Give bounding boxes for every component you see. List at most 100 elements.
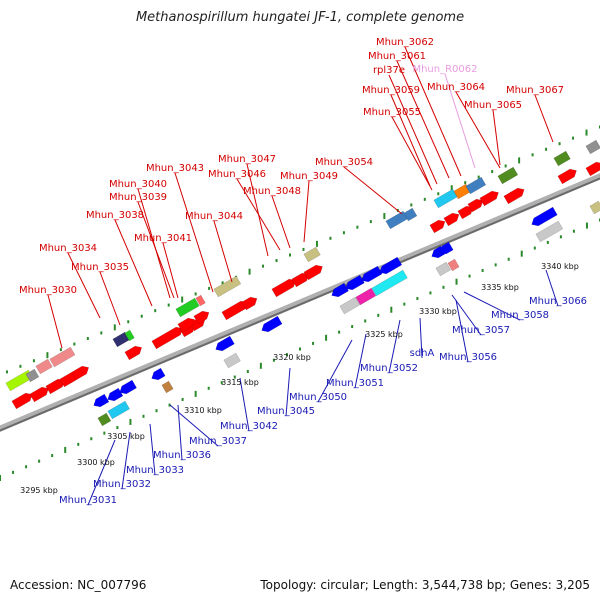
tick-mark	[140, 314, 143, 318]
reverse-gene-arrow	[93, 393, 110, 408]
top-gene-label: Mhun_3046	[208, 169, 266, 180]
tick-mark	[25, 465, 28, 469]
tick-mark	[19, 364, 22, 368]
forward-gene-arrow	[71, 365, 90, 381]
tick-mark	[491, 170, 494, 174]
tick-mark	[416, 297, 419, 301]
leader-line	[545, 269, 559, 307]
tick-mark	[127, 320, 130, 324]
leader-line	[391, 116, 433, 191]
forward-gene-arrow	[557, 168, 577, 185]
reverse-gene-arrow	[379, 256, 403, 275]
tick-mark	[455, 278, 458, 285]
forward-gene-arrow	[124, 345, 143, 361]
top-gene-label: Mhun_3047	[218, 154, 276, 165]
top-gene-label: Mhun_3041	[134, 233, 192, 244]
position-labels: 3295 kbp 3300 kbp 3305 kbp 3310 kbp 3315 kbp…	[20, 262, 579, 495]
bottom-gene-label: Mhun_3052	[360, 363, 418, 374]
tick-mark	[494, 263, 497, 267]
tick-mark	[364, 319, 367, 323]
forward-gene-arrow	[479, 190, 499, 207]
forward-gene-arrow	[303, 264, 323, 281]
tick-mark	[531, 153, 534, 157]
tick-mark	[302, 247, 305, 251]
tick-mark	[325, 334, 328, 341]
bottom-gene-label: Mhun_3032	[93, 479, 151, 490]
tick-mark	[77, 442, 80, 446]
top-gene-label: Mhun_3038	[86, 210, 144, 221]
leader-line	[137, 188, 171, 299]
tick-mark	[194, 390, 197, 397]
gene-box	[303, 246, 321, 263]
leader-line	[169, 404, 219, 447]
tick-mark	[585, 222, 588, 229]
tick-mark	[312, 341, 315, 345]
tick-mark	[103, 431, 106, 435]
tick-mark	[520, 250, 523, 257]
gene-box	[447, 258, 460, 272]
top-gene-label: Mhun_3030	[19, 285, 77, 296]
leader-line	[303, 180, 310, 243]
forward-gene-arrow	[241, 296, 258, 311]
tick-mark	[437, 192, 440, 196]
label-leaders	[47, 46, 559, 506]
gene-box	[223, 352, 241, 369]
tick-mark	[338, 330, 341, 334]
map-title: Methanospirillum hungatei JF-1, complete…	[135, 10, 465, 25]
tick-mark	[507, 257, 510, 261]
tick-mark	[558, 142, 561, 146]
tick-mark	[468, 274, 471, 278]
leader-line	[388, 74, 438, 185]
leader-line	[99, 271, 121, 326]
tick-mark	[262, 264, 265, 268]
gene-box	[175, 297, 200, 318]
leader-line	[239, 377, 250, 432]
top-gene-label: Mhun_3065	[464, 100, 522, 111]
topology-text: Topology: circular; Length: 3,544,738 bp…	[260, 578, 590, 592]
gene-box	[465, 176, 487, 195]
gene-labels: Mhun_3030 Mhun_3034 Mhun_3035 Mhun_3038 Mhun…	[19, 37, 587, 506]
top-gene-label: Mhun_3067	[506, 85, 564, 96]
position-tick-label: 3305 kbp	[107, 432, 145, 441]
leader-line	[354, 333, 367, 389]
reverse-gene-arrow	[531, 206, 558, 227]
leader-line	[285, 367, 291, 417]
tick-mark	[477, 175, 480, 179]
tick-mark	[155, 409, 158, 413]
tick-mark	[351, 325, 354, 329]
gene-box	[49, 346, 76, 368]
tick-mark	[369, 220, 372, 224]
leader-line	[343, 166, 403, 215]
reverse-gene-arrow	[151, 367, 166, 381]
tick-mark	[59, 348, 62, 352]
backbone-bar	[0, 173, 600, 432]
tick-mark	[533, 246, 536, 250]
tick-mark	[518, 157, 521, 164]
forward-gene-arrow	[585, 161, 600, 177]
tick-mark	[248, 268, 251, 275]
position-tick-label: 3300 kbp	[77, 458, 115, 467]
bottom-gene-label: Mhun_3057	[452, 325, 510, 336]
tick-mark	[429, 291, 432, 295]
tick-mark	[585, 129, 588, 136]
forward-gene-arrow	[443, 212, 460, 227]
forward-gene-arrow	[271, 278, 297, 298]
gene-box	[97, 412, 112, 427]
leader-line	[492, 109, 501, 166]
top-gene-label: Mhun_3064	[427, 82, 485, 93]
position-tick-label: 3295 kbp	[20, 486, 58, 495]
gene-box	[195, 294, 206, 307]
tick-mark	[342, 231, 345, 235]
tick-mark	[329, 236, 332, 240]
top-gene-label: Mhun_3049	[280, 171, 338, 182]
leader-line	[162, 242, 179, 299]
top-gene-label: Mhun_3040	[109, 179, 167, 190]
gene-box	[161, 380, 174, 394]
tick-mark	[32, 359, 35, 363]
tick-mark	[0, 475, 1, 481]
leader-line	[534, 94, 554, 143]
tick-mark	[207, 386, 210, 390]
tick-mark	[545, 147, 548, 151]
gene-box	[497, 166, 519, 185]
tick-mark	[246, 369, 249, 373]
